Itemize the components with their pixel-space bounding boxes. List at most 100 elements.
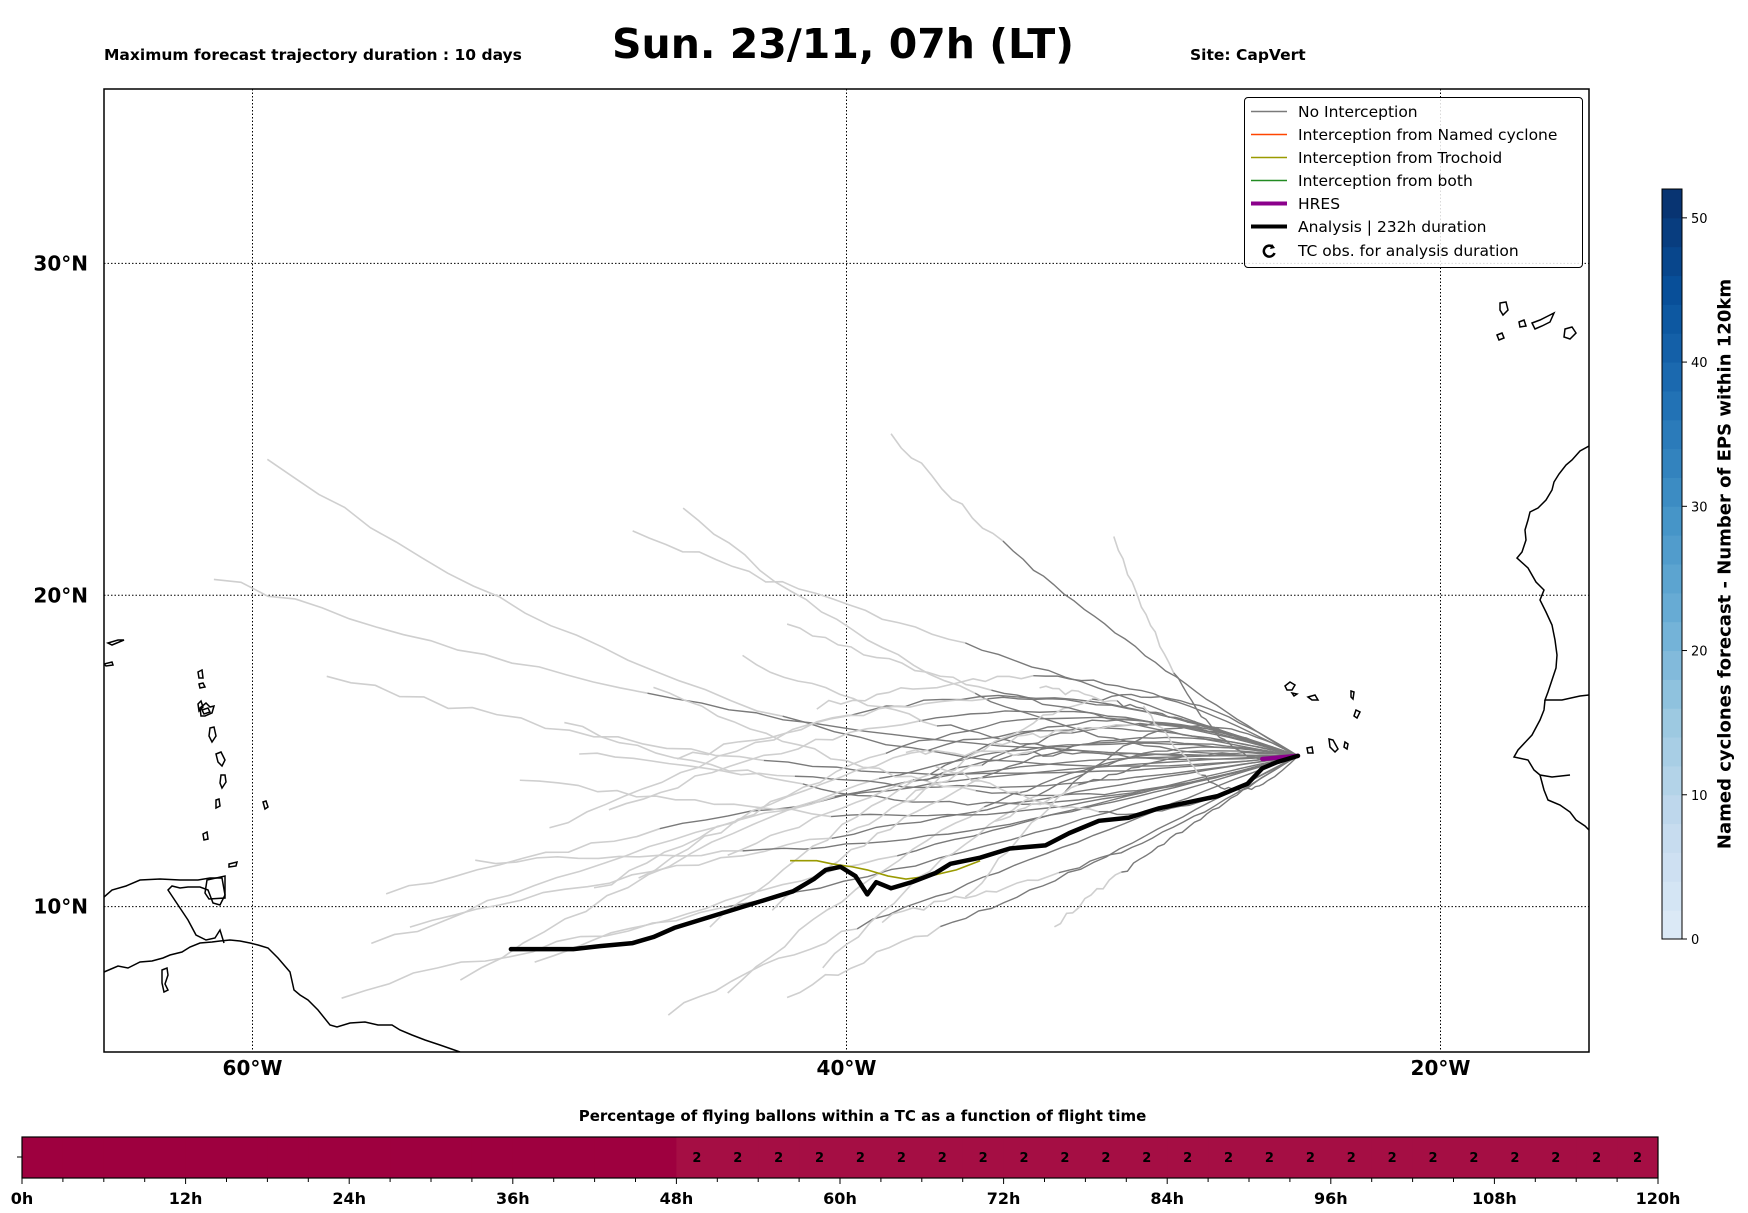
time-bar-tick-label: 120h	[1636, 1189, 1681, 1208]
trajectory-no-interception-late	[786, 925, 941, 999]
time-bar-cell-label: 2	[1551, 1151, 1560, 1166]
trajectory-no-interception-late	[1113, 536, 1175, 674]
time-bar-cell	[349, 1137, 391, 1178]
time-bar-cell-label: 2	[1388, 1151, 1397, 1166]
time-bar-cell-label: 2	[1060, 1151, 1069, 1166]
time-bar-tick-label: 0h	[11, 1189, 34, 1208]
trajectory-no-interception-late	[409, 837, 832, 928]
legend-line-named-cyclone-icon	[1251, 133, 1287, 136]
trajectory-no-interception-late	[905, 748, 1034, 757]
time-bar-cell	[1085, 1137, 1127, 1178]
site-name: Site: CapVert	[1190, 46, 1306, 64]
trajectory-no-interception-late	[326, 675, 764, 762]
colorbar-cells	[1662, 189, 1682, 940]
island-canaries-4	[1563, 326, 1577, 340]
time-bar-cell-label: 2	[1142, 1151, 1151, 1166]
time-bar-tick-label: 12h	[169, 1189, 203, 1208]
trajectory-no-interception	[724, 755, 1299, 908]
coast-africa	[1512, 445, 1589, 831]
time-bar-cell	[1126, 1137, 1168, 1178]
island-canaries-5	[1496, 332, 1505, 341]
trajectory-no-interception-late	[1054, 871, 1122, 928]
colorbar-cell	[1662, 592, 1682, 623]
time-bar-cell-label: 2	[1469, 1151, 1478, 1166]
colorbar-cell	[1662, 304, 1682, 334]
legend-line-hres-icon	[1251, 201, 1287, 206]
trajectory-no-interception-late	[881, 871, 1060, 924]
time-bar-cell-label: 2	[1020, 1151, 1029, 1166]
colorbar-cell	[1662, 765, 1682, 796]
coast-trinidad	[204, 875, 226, 900]
colorbar-cell	[1662, 246, 1682, 277]
coast-south-america	[104, 939, 461, 1052]
time-bar-cell-label: 2	[897, 1151, 906, 1166]
time-bar-cell	[103, 1137, 146, 1178]
lat-tick-label: 10°N	[33, 895, 88, 919]
colorbar-cell	[1662, 564, 1682, 594]
time-bar-cell	[840, 1137, 882, 1178]
trajectory-no-interception-late	[579, 752, 795, 778]
trajectory-no-interception-late	[1142, 705, 1202, 776]
colorbar: 0 10 20 30 40 50	[1661, 188, 1708, 948]
time-bar-cell-label: 2	[1224, 1151, 1233, 1166]
time-bar-cell	[185, 1137, 227, 1178]
time-bar-cell	[1044, 1137, 1086, 1178]
trajectory-no-interception	[647, 692, 1298, 757]
time-bar-tick-label: 36h	[496, 1189, 530, 1208]
time-bar-cell	[1371, 1137, 1414, 1178]
param-max-duration: Maximum forecast trajectory duration : 1…	[104, 46, 522, 64]
island-cape-verde-5	[1353, 708, 1362, 720]
colorbar-cell	[1662, 217, 1682, 248]
island-cape-verde-3	[1306, 694, 1320, 701]
lon-tick-label: 60°W	[223, 1056, 283, 1080]
time-bar-cell-label: 2	[1306, 1151, 1315, 1166]
time-bar-cell-label: 2	[856, 1151, 865, 1166]
time-bar-chart: 2 2 2 2 2 2 2 2 2 2 2 2 2 2 2 2 2 2 2 2 2 2 2 2 0h 12h 24h 36h 48h 6…	[11, 1136, 1681, 1208]
time-bar-cell	[717, 1137, 759, 1178]
island-martinique	[215, 751, 226, 768]
trajectory-no-interception	[1201, 755, 1299, 792]
colorbar-cell	[1662, 333, 1682, 363]
colorbar-cell	[1662, 823, 1682, 853]
island-antilles-1	[197, 699, 204, 713]
trajectory-no-interception	[981, 722, 1299, 766]
time-bar-cell-label: 2	[692, 1151, 701, 1166]
time-bar-cell	[758, 1137, 800, 1178]
map-frame	[103, 88, 1590, 1053]
time-bar-ticks: 0h 12h 24h 36h 48h 60h 72h 84h 96h 108h 120h	[11, 1178, 1681, 1208]
island-canaries-1	[1499, 301, 1509, 317]
colorbar-cell	[1662, 189, 1682, 219]
time-bar-cell-label: 2	[1347, 1151, 1356, 1166]
lon-tick-label: 20°W	[1411, 1056, 1471, 1080]
time-bar-cell	[1249, 1137, 1291, 1178]
island-canaries-3	[1530, 311, 1556, 330]
colorbar-cell	[1662, 852, 1682, 882]
time-bar-cell-label: 2	[938, 1151, 947, 1166]
time-bar-cell-label: 2	[733, 1151, 742, 1166]
trajectory-no-interception-late	[459, 777, 880, 981]
trajectory-no-interception	[885, 716, 1299, 757]
colorbar-cell	[1662, 794, 1682, 825]
legend-label: Interception from both	[1298, 171, 1473, 190]
time-bar-cell	[1289, 1137, 1332, 1178]
time-bar-cell-label: 2	[1429, 1151, 1438, 1166]
gridlines	[104, 89, 1589, 1052]
trajectory-no-interception-late	[890, 433, 1004, 542]
trajectory-no-interception	[975, 755, 1299, 797]
time-bar-cell	[1576, 1137, 1618, 1178]
trajectory-no-interception-late	[935, 765, 1099, 813]
cyclone-symbol-icon	[1262, 244, 1276, 258]
colorbar-tick-label: 40	[1691, 356, 1708, 371]
time-bar-cell	[1208, 1137, 1250, 1178]
colorbar-tick-label: 50	[1691, 212, 1708, 227]
trajectories	[213, 433, 1301, 1016]
colorbar-tick-label: 0	[1691, 933, 1699, 948]
time-bar-cell	[880, 1137, 923, 1178]
island-puerto-rico-edge	[104, 661, 114, 667]
trajectory-no-interception-late	[1039, 685, 1118, 703]
time-bar-cell-label: 2	[1101, 1151, 1110, 1166]
lon-tick-label: 40°W	[817, 1056, 877, 1080]
time-bar-cell-label: 2	[1633, 1151, 1642, 1166]
island-cape-verde-2	[1290, 691, 1299, 698]
time-bar-cell-label: 2	[815, 1151, 824, 1166]
